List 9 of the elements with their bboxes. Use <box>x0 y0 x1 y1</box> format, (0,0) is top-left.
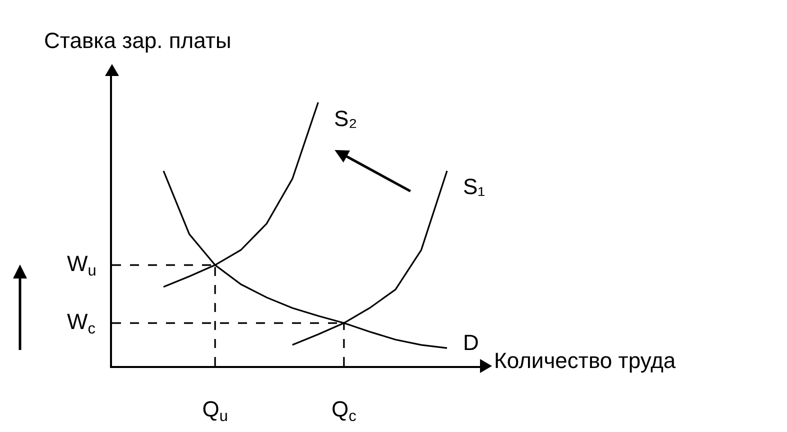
x-tick-label: Q$_{u}$ <box>202 396 228 426</box>
x-tick-label: Q$_{c}$ <box>332 396 357 426</box>
series-label: S₂ <box>334 106 358 131</box>
y-axis-title: Ставка зар. платы <box>44 28 232 53</box>
ref-line-label: W$_{c}$ <box>67 309 96 338</box>
series-label: S₁ <box>463 174 486 199</box>
ref-line-label: W$_{u}$ <box>67 251 96 280</box>
x-axis-title: Количество труда <box>494 348 676 373</box>
series-label: D <box>463 330 479 355</box>
